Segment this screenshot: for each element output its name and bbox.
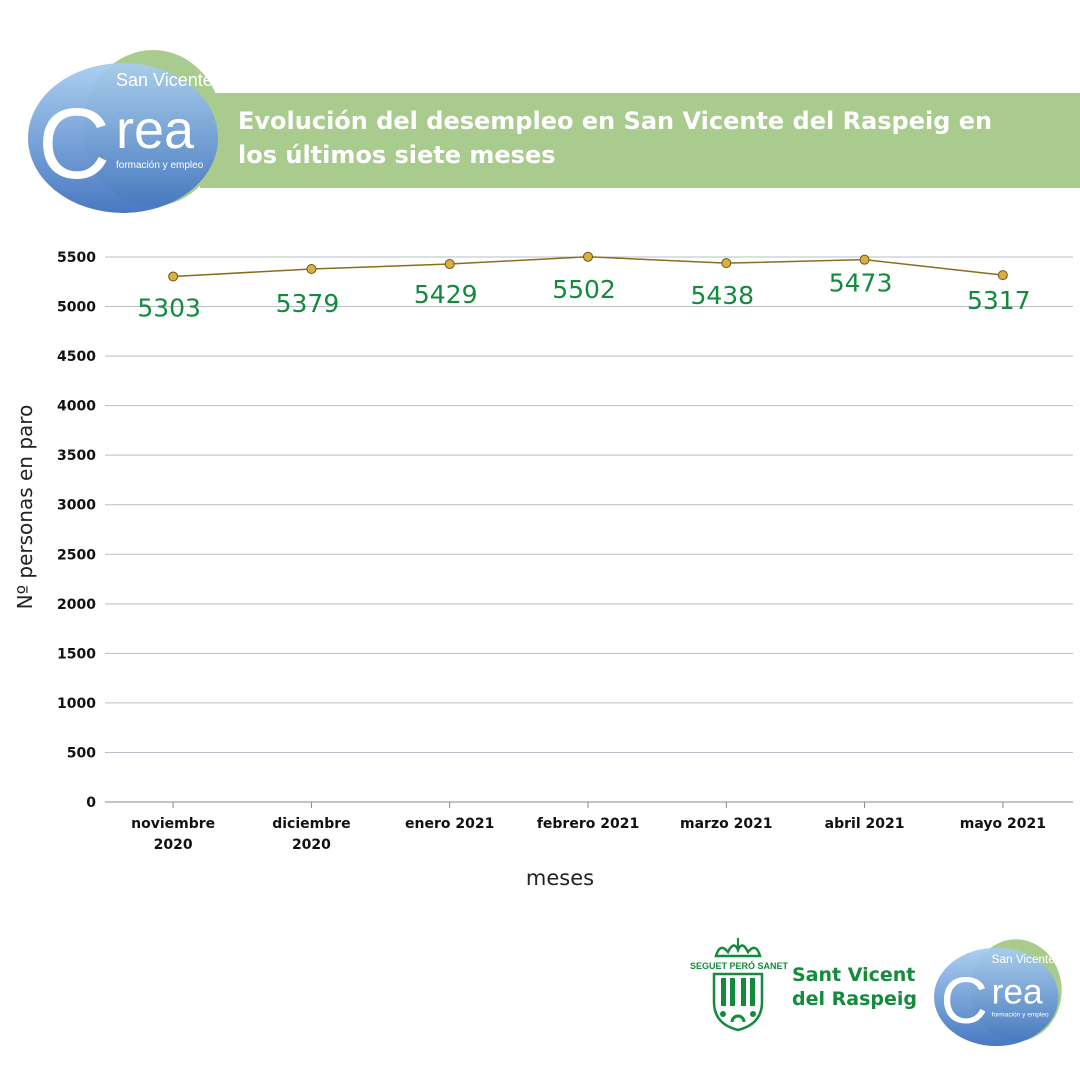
data-label: 5438 (690, 281, 754, 310)
data-point (721, 258, 732, 269)
municipality-line-2: del Raspeig (792, 988, 917, 1010)
svg-text:rea: rea (116, 100, 195, 160)
crea-logo-footer: C San Vicente rea formación y empleo (934, 939, 1062, 1047)
data-label: 5317 (967, 286, 1031, 315)
y-tick-label: 500 (67, 745, 96, 761)
y-tick-label: 2000 (57, 597, 96, 613)
municipality-name: Sant Vicent del Raspeig (792, 963, 917, 1011)
chart-title: Evolución del desempleo en San Vicente d… (238, 107, 993, 169)
y-tick-label: 1000 (57, 696, 96, 712)
logo-text-top: San Vicente (116, 70, 213, 90)
x-tick-label: 2020 (292, 837, 331, 853)
logo-text-sub: formación y empleo (116, 160, 204, 171)
y-tick-label: 2500 (57, 547, 96, 563)
x-tick-label: enero 2021 (405, 816, 494, 832)
y-tick-label: 4000 (57, 399, 96, 415)
x-tick-label: 2020 (154, 837, 193, 853)
data-point (306, 263, 317, 274)
x-tick-label: febrero 2021 (537, 816, 639, 832)
title-banner (200, 93, 1080, 188)
footer-logo-text-top: San Vicente (992, 953, 1056, 966)
y-tick-label: 1500 (57, 646, 96, 662)
svg-text:rea: rea (992, 972, 1043, 1011)
data-label: 5502 (552, 275, 616, 304)
data-label: 5379 (276, 289, 340, 318)
x-tick-label: mayo 2021 (960, 816, 1046, 832)
y-tick-label: 5000 (57, 300, 96, 316)
data-label: 5473 (829, 269, 893, 298)
x-tick-label: abril 2021 (825, 816, 905, 832)
crea-logo: C San Vicente rea formación y empleo (28, 50, 223, 213)
svg-text:C: C (941, 964, 988, 1037)
data-label: 5429 (414, 280, 478, 309)
x-axis-label: meses (525, 866, 595, 890)
y-tick-label: 3000 (57, 498, 96, 514)
data-point (583, 251, 593, 262)
municipality-shield-icon (712, 938, 764, 1032)
data-point (444, 259, 455, 270)
shield-motto: SEGUET PERÓ SANET (690, 961, 789, 971)
data-point (168, 271, 179, 282)
x-tick-label: noviembre (131, 816, 215, 832)
data-point (859, 254, 870, 265)
y-tick-label: 5500 (57, 250, 96, 266)
x-tick-label: marzo 2021 (680, 816, 773, 832)
svg-text:C: C (38, 88, 110, 200)
footer-logo-text-sub: formación y empleo (992, 1012, 1049, 1019)
data-point (997, 270, 1008, 281)
x-tick-label: diciembre (272, 816, 350, 832)
data-label: 5303 (137, 294, 201, 323)
y-tick-label: 4500 (57, 349, 96, 365)
y-tick-label: 3500 (57, 448, 96, 464)
y-axis-label: Nº personas en paro (13, 404, 37, 610)
municipality-line-1: Sant Vicent (792, 964, 916, 986)
y-tick-label: 0 (86, 795, 96, 811)
